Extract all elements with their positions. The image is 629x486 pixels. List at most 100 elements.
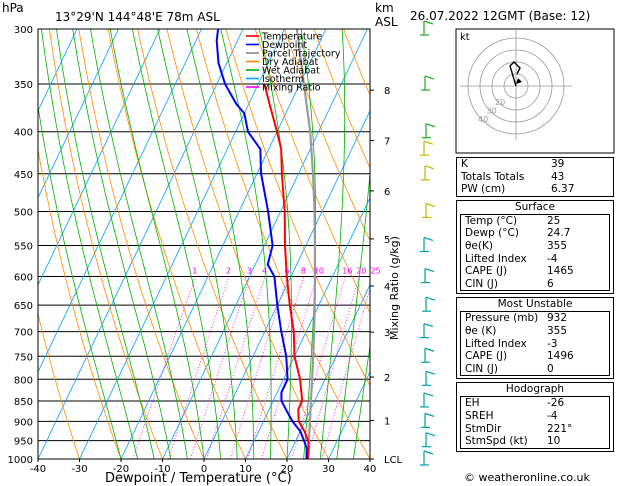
- unstable-row: CAPE (J) 1496: [461, 350, 609, 363]
- hodograph-title: Hodograph: [505, 383, 565, 396]
- hodo-row: EH -26: [461, 397, 609, 410]
- wind-barb-flag: [424, 412, 435, 417]
- surface-row: Dewp (°C) 24.7: [461, 227, 609, 240]
- wind-barb-flag: [423, 392, 434, 397]
- copyright-icon: ©: [464, 471, 475, 484]
- index-label: EH: [465, 397, 480, 410]
- dry-adiabat-line: [38, 312, 80, 459]
- unstable-title: Most Unstable: [497, 298, 573, 311]
- footer: © weatheronline.co.uk: [464, 471, 590, 484]
- hodo-row: StmDir 221°: [461, 423, 609, 436]
- wet-adiabat-line: [72, 29, 172, 459]
- pressure-tick-label: 400: [14, 128, 33, 139]
- pressure-tick-label: 900: [14, 417, 33, 428]
- surface-row: Lifted Index -4: [461, 253, 609, 266]
- index-label: Temp (°C): [465, 214, 518, 227]
- x-tick-label: -10: [154, 464, 170, 475]
- hodograph-trace: [509, 61, 521, 87]
- unstable-row: CIN (J) 0: [461, 363, 609, 376]
- index-value: -4: [547, 409, 558, 422]
- wet-adiabat-line: [186, 29, 255, 459]
- mixing-ratio-line: [168, 276, 230, 459]
- isotherm-line: [38, 29, 119, 199]
- pressure-tick-label: 600: [14, 273, 33, 284]
- index-label: Pressure (mb): [465, 312, 539, 325]
- wet-adiabat-line: [38, 103, 122, 459]
- unstable-row: Pressure (mb) 932: [461, 312, 609, 325]
- parcel-trajectory-line: [295, 29, 317, 459]
- index-label: StmDir: [465, 422, 502, 435]
- wind-barb-flag: [425, 370, 436, 375]
- wet-adiabat-line: [132, 29, 221, 459]
- isotherm-line: [328, 371, 370, 459]
- wet-adiabat-line: [319, 29, 346, 459]
- wet-adiabat-line: [157, 29, 238, 459]
- dry-adiabat-line: [313, 29, 370, 169]
- mixing-ratio-label: 20: [356, 267, 366, 276]
- legend-entry: Mixing Ratio: [262, 83, 321, 94]
- pressure-tick-label: 700: [14, 328, 33, 339]
- wind-barb-flag: [424, 165, 435, 170]
- index-value: 10: [547, 435, 561, 448]
- isotherm-line: [38, 29, 78, 112]
- index-label: CAPE (J): [465, 350, 508, 363]
- mixing-ratio-line: [321, 287, 370, 459]
- x-tick-label: 0: [201, 464, 207, 475]
- pressure-tick-label: 850: [14, 397, 33, 408]
- km-tick-label: LCL: [384, 455, 403, 466]
- wind-barb-flag: [425, 296, 436, 301]
- index-value: 0: [547, 362, 554, 375]
- wet-adiabat-line: [41, 29, 138, 459]
- pressure-tick-label: 750: [14, 352, 33, 363]
- mixing-ratio-label: 25: [370, 267, 380, 276]
- isotherm-line: [203, 109, 370, 459]
- x-tick-label: -30: [71, 464, 87, 475]
- mixing-ratio-label: 6: [284, 267, 289, 276]
- hpa-label: hPa: [2, 1, 24, 15]
- wind-barb-flag: [423, 323, 434, 328]
- index-label: CIN (J): [465, 277, 498, 290]
- dry-adiabat-line: [225, 29, 370, 387]
- isotherm-line: [245, 196, 370, 459]
- index-value: 221°: [547, 422, 573, 435]
- wet-adiabat-line: [300, 29, 317, 459]
- mixing-ratio-label: 8: [301, 267, 306, 276]
- surface-row: CIN (J) 6: [461, 278, 609, 291]
- isotherm-line: [120, 29, 327, 459]
- wind-barb-flag: [424, 347, 435, 352]
- dewpoint-line: [215, 29, 308, 459]
- unstable-table: Pressure (mb) 932 θe (K) 355 Lifted Index -…: [460, 311, 610, 377]
- km-tick-label: 7: [384, 137, 390, 148]
- mixing-ratio-label: 1: [192, 267, 197, 276]
- index-label: θe(K): [465, 239, 493, 252]
- mixing-ratio-label: 2: [226, 267, 231, 276]
- index-value: 25: [547, 214, 561, 227]
- legend-entry: Wet Adiabat: [262, 66, 320, 77]
- mixing-ratio-line: [132, 276, 196, 459]
- isotherm-line: [38, 29, 244, 459]
- index-label: Totals Totals: [461, 170, 525, 183]
- pressure-tick-label: 350: [14, 80, 33, 91]
- isotherm-line: [286, 283, 370, 459]
- hodograph-table: EH -26 SREH -4 StmDir 221° StmSpd (kt) 10: [460, 396, 610, 449]
- footer-text: weatheronline.co.uk: [478, 471, 590, 484]
- index-label: CIN (J): [465, 362, 498, 375]
- index-value: 6: [547, 277, 554, 290]
- hodograph-ring-label: 20: [495, 98, 505, 107]
- dry-adiabat-line: [284, 29, 370, 242]
- km-tick-label: 2: [384, 373, 390, 384]
- hodograph-unit: kt: [460, 32, 470, 43]
- index-value: -26: [547, 397, 565, 410]
- wind-barb-flag: [423, 236, 434, 242]
- index-value: 355: [547, 324, 568, 337]
- wind-barb-flag: [423, 140, 434, 145]
- pressure-tick-label: 1000: [8, 455, 33, 466]
- legend-entry: Dewpoint: [262, 40, 307, 51]
- datetime: 26.07.2022 12GMT (Base: 12): [410, 9, 590, 23]
- index-value: 6.37: [551, 183, 575, 196]
- indices-top-box: K 39 Totals Totals 43 PW (cm) 6.37: [456, 157, 614, 197]
- index-row-k: K 39: [457, 158, 613, 171]
- hodograph-ring-label: 30: [487, 106, 497, 115]
- index-value: -3: [547, 337, 558, 350]
